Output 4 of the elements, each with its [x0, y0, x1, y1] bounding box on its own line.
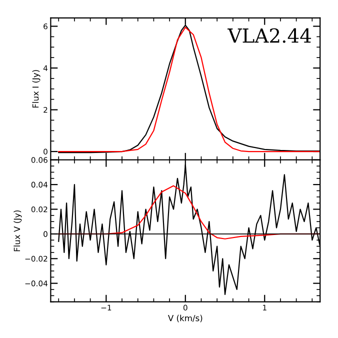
y-axis-title: Flux I (Jy) [32, 70, 40, 108]
x-axis-title: V (km/s) [168, 314, 202, 322]
annotation: VLA2.44 [228, 28, 312, 43]
y-axis-title: Flux V (Jy) [14, 210, 22, 252]
